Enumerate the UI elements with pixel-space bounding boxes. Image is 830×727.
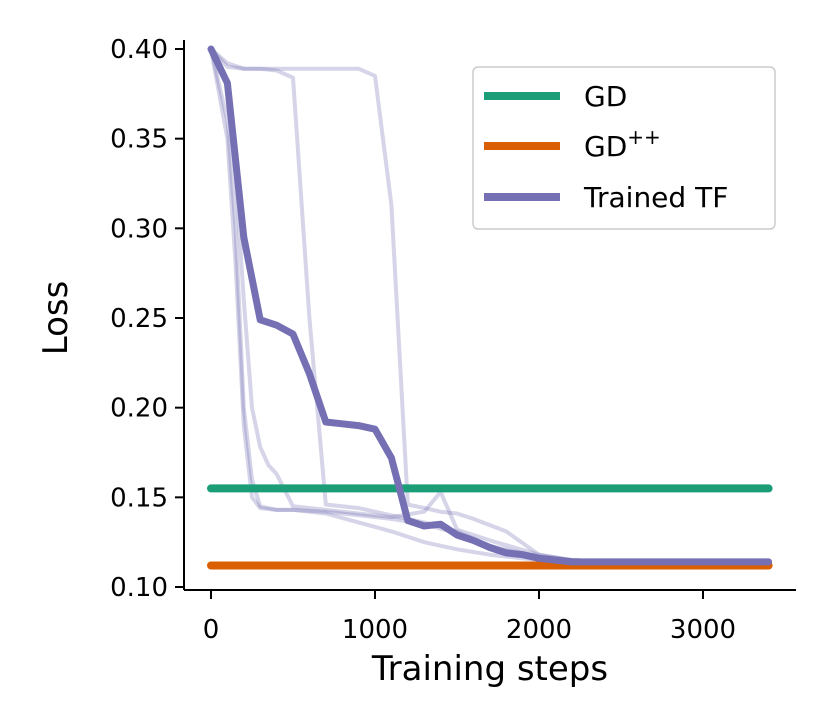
x-tick-label: 0 [203,615,220,645]
y-tick-label: 0.15 [110,483,168,513]
x-tick-label: 1000 [342,615,408,645]
legend-label-trained-tf: Trained TF [583,181,728,214]
legend-label-gdpp-base: GD [584,130,627,163]
y-tick-label: 0.25 [110,304,168,334]
y-tick-label: 0.10 [110,573,168,603]
y-axis-label: Loss [36,281,76,356]
x-axis-label: Training steps [371,649,608,689]
legend-label-gdpp: GD++ [584,125,661,163]
x-tick-label: 2000 [506,615,572,645]
legend-label-gd: GD [584,80,627,113]
legend-frame [472,66,776,230]
y-tick-label: 0.30 [110,214,168,244]
legend-label-gdpp-sup: ++ [627,125,661,149]
series-lines [207,45,773,570]
y-tick-label: 0.40 [110,35,168,65]
x-tick-label: 3000 [670,615,736,645]
x-ticks: 0 1000 2000 3000 [203,590,736,645]
y-ticks: 0.10 0.15 0.20 0.25 0.30 0.35 0.40 [110,35,184,603]
y-tick-label: 0.20 [110,394,168,424]
y-tick-label: 0.35 [110,125,168,155]
series-line-trained-tf [207,45,773,566]
legend: GD GD++ Trained TF [472,66,776,230]
